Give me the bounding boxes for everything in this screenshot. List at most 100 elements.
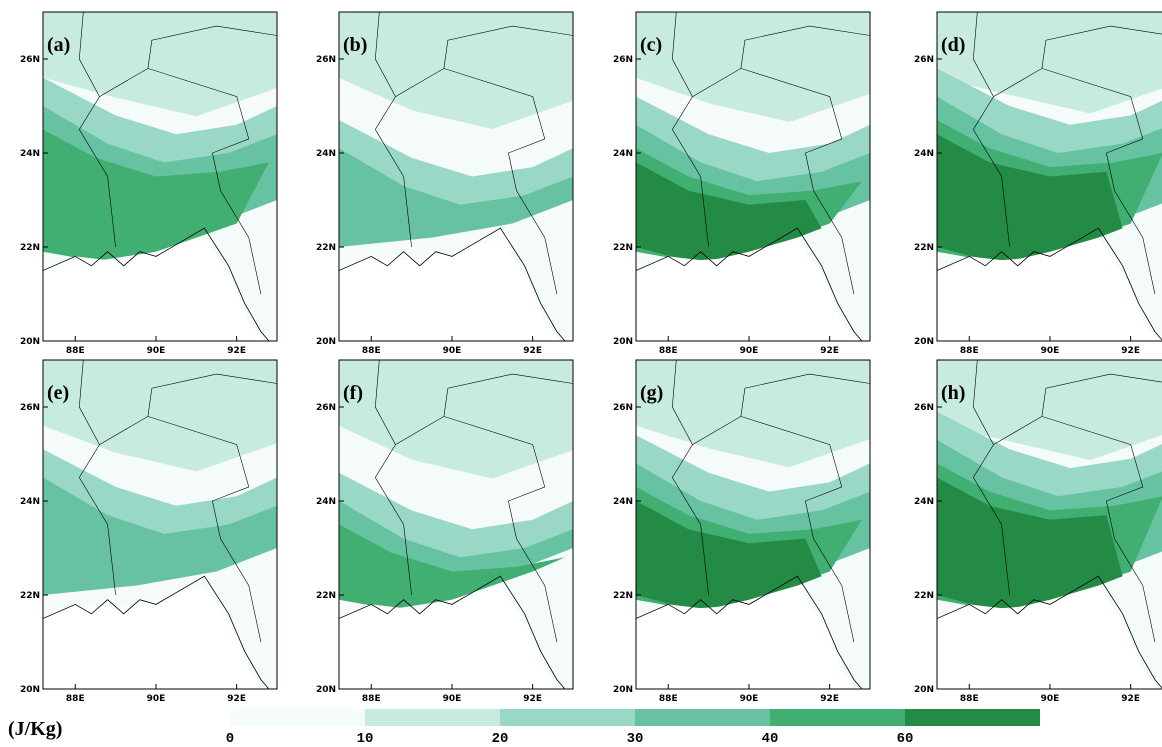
cape-contour <box>339 12 573 129</box>
lon-tick-label: 92E <box>1121 346 1140 356</box>
lon-tick-label: 92E <box>523 694 542 704</box>
cape-contour <box>937 477 1123 610</box>
coastline <box>43 227 270 341</box>
lat-tick-label: 24N <box>914 149 934 159</box>
lat-tick-label: 22N <box>20 243 40 253</box>
lon-tick-label: 88E <box>66 694 85 704</box>
lat-tick-label: 20N <box>316 685 336 695</box>
border <box>395 68 558 295</box>
lon-tick-label: 88E <box>659 346 678 356</box>
sea <box>937 585 1159 689</box>
panel-frame <box>338 359 574 690</box>
border <box>1041 25 1162 69</box>
colorbar-label: 20 <box>492 731 509 747</box>
border <box>993 416 1156 643</box>
lon-tick-label: 88E <box>960 346 979 356</box>
lat-tick-label: 20N <box>914 337 934 347</box>
panel-frame <box>338 11 574 342</box>
lat-tick-label: 22N <box>613 591 633 601</box>
lon-tick-label: 90E <box>740 694 759 704</box>
lat-tick-label: 26N <box>316 403 336 413</box>
lon-tick-label: 92E <box>820 694 839 704</box>
border <box>78 360 116 596</box>
panel-frame <box>42 11 278 342</box>
border <box>147 25 277 69</box>
lat-tick-label: 20N <box>914 685 934 695</box>
map-panel <box>937 360 1162 689</box>
panel-label: (c) <box>640 34 662 56</box>
border <box>374 360 412 596</box>
lat-tick-label: 22N <box>316 243 336 253</box>
cape-contour <box>636 162 822 262</box>
sea <box>43 585 265 689</box>
lat-tick-label: 24N <box>20 497 40 507</box>
border <box>692 68 855 295</box>
map-panel <box>339 360 573 689</box>
lat-tick-label: 26N <box>316 55 336 65</box>
colorbar-segment <box>635 709 770 726</box>
lat-tick-label: 24N <box>316 497 336 507</box>
panel-frame <box>635 359 871 690</box>
cape-contour <box>339 148 573 247</box>
colorbar-label: 10 <box>357 731 374 747</box>
colorbar-segment <box>500 709 635 726</box>
lon-tick-label: 90E <box>443 694 462 704</box>
lon-tick-label: 92E <box>1121 694 1140 704</box>
cape-contour <box>636 501 822 610</box>
border <box>395 416 558 643</box>
cape-contour <box>339 360 573 479</box>
lat-tick-label: 24N <box>613 149 633 159</box>
lat-tick-label: 20N <box>20 337 40 347</box>
colorbar-segment <box>230 709 365 726</box>
panel-label: (e) <box>47 382 69 404</box>
panel-label: (a) <box>47 34 70 56</box>
panel-label: (h) <box>941 382 965 404</box>
lon-tick-label: 92E <box>820 346 839 356</box>
coastline <box>339 575 566 689</box>
map-panel <box>43 12 277 341</box>
colorbar-segment <box>905 709 1040 726</box>
border <box>740 373 870 417</box>
map-panel <box>636 12 870 341</box>
panel-label: (d) <box>941 34 965 56</box>
lat-tick-label: 22N <box>914 243 934 253</box>
coastline <box>43 575 270 689</box>
colorbar-segment <box>770 709 905 726</box>
panel-label: (g) <box>640 382 663 404</box>
lat-tick-label: 26N <box>613 403 633 413</box>
cape-contour <box>636 12 870 122</box>
lon-tick-label: 92E <box>227 346 246 356</box>
lon-tick-label: 92E <box>227 694 246 704</box>
map-panel <box>339 12 573 341</box>
lon-tick-label: 90E <box>147 694 166 704</box>
map-panel <box>636 360 870 689</box>
colorbar-label: 0 <box>226 731 234 747</box>
sea <box>937 237 1159 341</box>
colorbar-label: 60 <box>897 731 914 747</box>
lon-tick-label: 90E <box>740 346 759 356</box>
sea <box>636 585 858 689</box>
cape-contour <box>937 12 1162 114</box>
panel-label: (f) <box>343 382 363 404</box>
colorbar-segment <box>365 709 500 726</box>
lon-tick-label: 90E <box>147 346 166 356</box>
lon-tick-label: 88E <box>362 346 381 356</box>
sea <box>339 237 561 341</box>
border <box>1041 373 1162 417</box>
lat-tick-label: 22N <box>20 591 40 601</box>
lat-tick-label: 26N <box>914 403 934 413</box>
panel-frame <box>42 359 278 690</box>
lon-tick-label: 88E <box>362 694 381 704</box>
panel-frame <box>936 359 1162 690</box>
cape-contour <box>937 360 1162 461</box>
lat-tick-label: 22N <box>316 591 336 601</box>
border <box>692 416 855 643</box>
lat-tick-label: 24N <box>20 149 40 159</box>
lon-tick-label: 90E <box>1041 694 1060 704</box>
border <box>78 12 116 248</box>
cape-contour <box>636 360 870 468</box>
cape-contour <box>339 524 565 610</box>
lat-tick-label: 22N <box>914 591 934 601</box>
coastline <box>937 227 1162 341</box>
